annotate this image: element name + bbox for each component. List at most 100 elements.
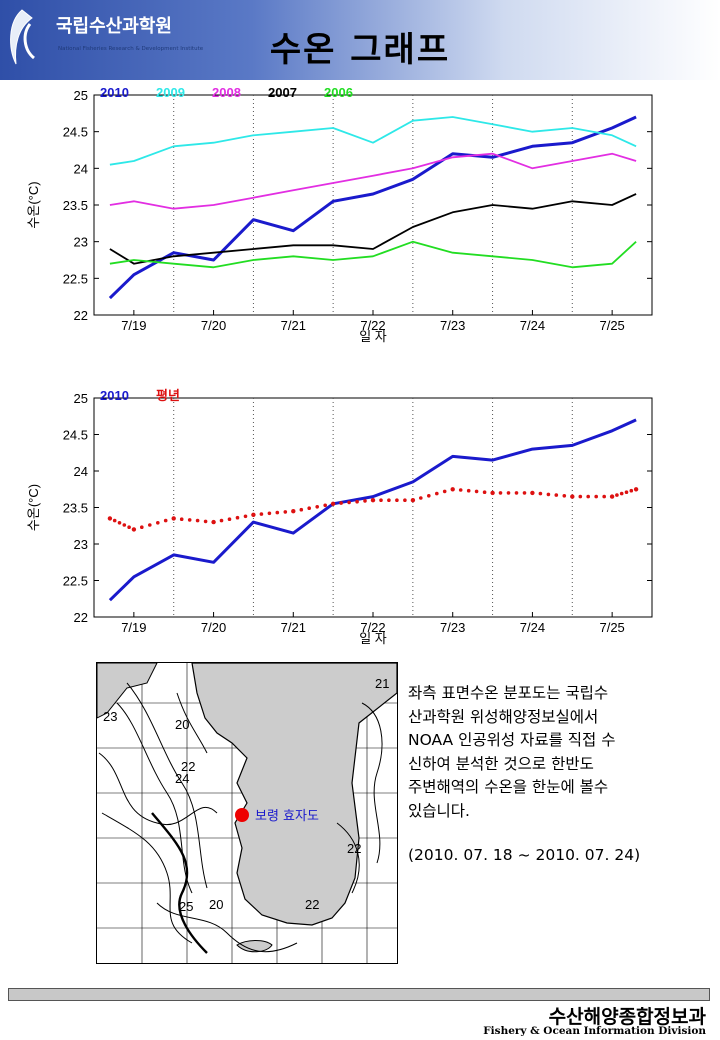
contour-label: 24 (175, 771, 189, 786)
data-point (179, 517, 184, 521)
legend-entry: 2007 (268, 85, 297, 100)
data-point (538, 491, 543, 496)
data-point (203, 519, 208, 524)
fish-icon (10, 9, 36, 65)
korea-sst-map: 21 23 20 22 24 22 25 20 22 보령 효자도 (97, 663, 397, 963)
contour-label: 20 (175, 717, 189, 732)
data-point (379, 498, 383, 503)
data-point (127, 525, 131, 529)
data-point (466, 488, 471, 493)
data-point (259, 512, 264, 516)
data-point (514, 491, 519, 495)
data-point (267, 511, 272, 516)
x-tick-label: 7/21 (281, 620, 306, 635)
contour-label: 20 (209, 897, 223, 912)
x-tick-label: 7/22 (360, 620, 385, 635)
temperature-charts: 22 22.5 23 23.5 24 24.5 25 7/19 7/20 7/21 7/22 7/23… (26, 85, 653, 646)
footer-division-ko: 수산해양종합정보과 (548, 1006, 706, 1028)
y-tick-label: 25 (74, 88, 88, 103)
contour-label: 22 (305, 897, 319, 912)
y-tick-label: 23 (74, 537, 88, 552)
data-point (554, 493, 559, 497)
data-point (355, 499, 359, 504)
x-tick-label: 7/25 (599, 620, 624, 635)
data-point (633, 487, 639, 492)
data-point (211, 519, 216, 525)
land-korea (191, 663, 397, 926)
series-line (109, 116, 637, 166)
data-point (140, 525, 144, 529)
contour-label: 25 (179, 899, 193, 914)
data-point (219, 518, 224, 523)
y-tick-label: 23.5 (63, 501, 88, 516)
sst-map: 21 23 20 22 24 22 25 20 22 보령 효자도 (96, 662, 398, 964)
institute-logo: 국립수산과학원 National Fisheries Research & De… (4, 4, 203, 70)
legend-entry: 평년 (156, 388, 180, 403)
x-tick-label: 7/23 (440, 318, 465, 333)
data-point (435, 491, 439, 496)
period-text: (2010. 07. 18 ~ 2010. 07. 24) (408, 846, 641, 864)
data-point (615, 493, 619, 497)
legend-entry: 2010 (100, 388, 129, 403)
data-point (122, 523, 127, 527)
data-point (171, 516, 176, 521)
chart-1: 22 22.5 23 23.5 24 24.5 25 7/19 7/20 7/21 7/22 7/23… (26, 85, 653, 344)
data-point (339, 501, 343, 505)
data-point (315, 505, 320, 509)
data-point (107, 516, 113, 521)
y-tick-label: 24 (74, 161, 88, 176)
land-china (97, 663, 158, 719)
marker-label: 보령 효자도 (255, 809, 319, 824)
data-point (474, 489, 479, 494)
data-point (490, 490, 495, 496)
data-point (578, 494, 583, 499)
x-tick-label: 7/22 (360, 318, 385, 333)
data-point (450, 487, 455, 492)
legend-entry: 2008 (212, 85, 241, 100)
data-point (131, 527, 137, 532)
contour-label: 23 (103, 709, 117, 724)
data-point (419, 496, 423, 500)
y-axis-label: 수온(°C) (26, 181, 41, 228)
data-point (363, 499, 367, 503)
data-point (117, 521, 122, 525)
data-point (370, 498, 376, 503)
series-line (108, 418, 637, 602)
data-point (403, 498, 407, 503)
data-point (522, 491, 527, 495)
x-tick-label: 7/21 (281, 318, 306, 333)
data-point (112, 518, 117, 523)
data-point (187, 518, 192, 522)
data-point (251, 512, 256, 517)
data-point (442, 489, 447, 494)
x-axis-label: 일 자 (359, 631, 387, 646)
contour-label: 22 (347, 841, 361, 856)
data-point (275, 510, 280, 515)
header-banner (0, 0, 720, 80)
y-tick-label: 25 (74, 391, 88, 406)
data-point (624, 490, 629, 495)
data-point (546, 492, 551, 497)
x-axis-label: 일 자 (359, 329, 387, 344)
series-line (109, 193, 637, 265)
data-point (387, 498, 391, 503)
data-point (498, 491, 503, 495)
data-point (235, 515, 240, 520)
data-point (609, 494, 615, 499)
data-point (410, 498, 416, 503)
data-point (323, 503, 328, 508)
page-title: 수온 그래프 (269, 30, 451, 70)
data-point (427, 494, 431, 498)
x-tick-label: 7/23 (440, 620, 465, 635)
data-point (148, 523, 152, 527)
footer-bar (8, 988, 710, 1001)
y-tick-label: 24.5 (63, 125, 88, 140)
location-marker (235, 808, 249, 822)
data-point (299, 507, 304, 512)
y-axis-label: 수온(°C) (26, 484, 41, 531)
x-tick-label: 7/24 (520, 620, 545, 635)
series-line (109, 240, 637, 269)
x-tick-label: 7/19 (121, 620, 146, 635)
plot-frame (93, 397, 653, 618)
data-point (243, 514, 248, 519)
